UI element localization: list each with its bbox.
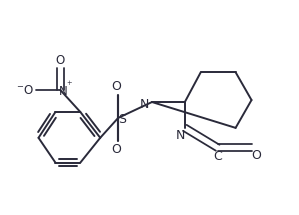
Text: $^{-}$O: $^{-}$O [16,84,33,97]
Text: N: N [176,129,186,142]
Text: $^{+}$: $^{+}$ [66,80,73,90]
Text: O: O [251,149,261,162]
Text: N: N [59,85,68,98]
Text: N: N [139,98,149,111]
Text: O: O [111,143,121,156]
Text: C: C [213,150,222,163]
Text: O: O [111,80,121,93]
Text: S: S [118,114,126,126]
Text: O: O [56,54,65,67]
